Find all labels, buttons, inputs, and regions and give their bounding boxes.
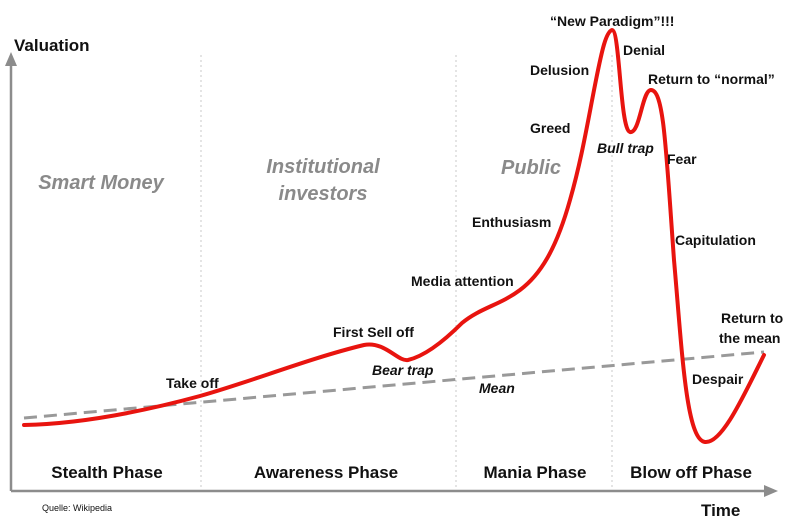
label-mean: Mean [479,380,515,396]
phase-stealth: Stealth Phase [51,463,163,482]
label-return-to-normal: Return to “normal” [648,71,775,87]
x-axis-title: Time [701,501,740,520]
group-institutional-line1: Institutional [266,156,380,178]
label-new-paradigm: “New Paradigm”!!! [550,13,674,29]
label-capitulation: Capitulation [675,232,756,248]
valuation-curve [22,28,766,444]
label-greed: Greed [530,120,570,136]
x-axis-arrow [764,485,778,497]
source-caption: Quelle: Wikipedia [42,503,112,513]
label-denial: Denial [623,42,665,58]
y-axis-title: Valuation [14,36,90,55]
label-media-attention: Media attention [411,273,514,289]
label-enthusiasm: Enthusiasm [472,214,551,230]
phase-awareness: Awareness Phase [254,463,398,482]
label-delusion: Delusion [530,62,589,78]
group-institutional-line2: investors [279,183,368,205]
label-fear: Fear [667,151,697,167]
label-return-to-mean-line2: the mean [719,330,780,346]
label-bear-trap: Bear trap [372,362,434,378]
label-take-off: Take off [166,375,219,391]
phase-blowoff: Blow off Phase [630,463,752,482]
label-bull-trap: Bull trap [597,140,654,156]
label-return-to-mean-line1: Return to [721,310,783,326]
y-axis-arrow [5,52,17,66]
label-first-sell-off: First Sell off [333,324,414,340]
phase-mania: Mania Phase [484,463,587,482]
group-smart-money: Smart Money [38,172,164,194]
label-despair: Despair [692,371,744,387]
group-public: Public [501,157,561,179]
